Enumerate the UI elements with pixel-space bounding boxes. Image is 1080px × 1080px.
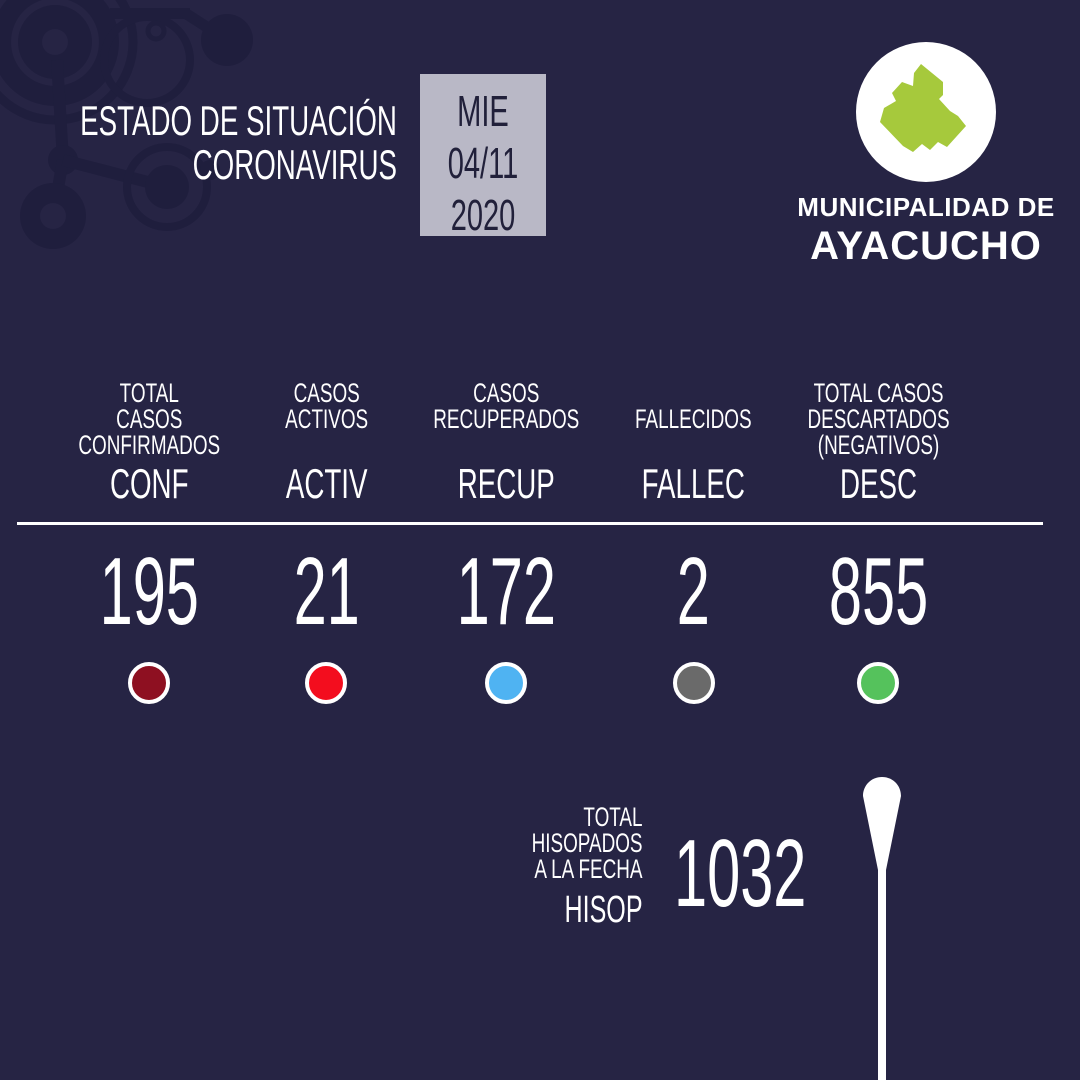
date-box: MIE 04/11 2020 (420, 74, 546, 240)
stat-label: CASOS ACTIVOS (284, 378, 368, 434)
swabs-code: HISOP (564, 889, 643, 931)
stats-row: TOTAL CASOS CONFIRMADOS CONF 195 CASOS A… (48, 380, 980, 710)
stat-col-fallecidos: FALLECIDOS FALLEC 2 (610, 380, 777, 710)
logo-name-line-1: MUNICIPALIDAD DE (797, 192, 1055, 222)
stat-col-confirmados: TOTAL CASOS CONFIRMADOS CONF 195 (48, 380, 251, 710)
stat-value: 2 (677, 538, 711, 645)
divider-line (17, 522, 1043, 525)
stat-col-activos: CASOS ACTIVOS ACTIV 21 (251, 380, 402, 710)
swabs-label-block: TOTAL HISOPADOS A LA FECHA HISOP (532, 802, 643, 931)
stat-code: RECUP (457, 460, 555, 507)
stat-label: TOTAL CASOS DESCARTADOS (NEGATIVOS) (807, 378, 950, 460)
status-dot-fallecidos (672, 662, 715, 704)
date-daymonth: 04/11 (447, 139, 519, 188)
stat-value: 21 (293, 538, 360, 645)
logo-map-icon (856, 42, 996, 182)
date-year: 2020 (450, 191, 516, 240)
status-dot-activos (305, 662, 348, 704)
stat-value: 172 (456, 538, 556, 645)
date-day: MIE (457, 87, 509, 136)
status-dot-descartados (857, 662, 900, 704)
stat-col-recuperados: CASOS RECUPERADOS RECUP 172 (402, 380, 611, 710)
title-line-1: ESTADO DE SITUACIÓN (80, 97, 397, 144)
stat-code: DESC (839, 460, 917, 507)
swabs-value: 1032 (674, 820, 807, 927)
page-title: ESTADO DE SITUACIÓN CORONAVIRUS (0, 99, 397, 187)
title-line-2: CORONAVIRUS (192, 141, 397, 188)
stat-value: 855 (828, 538, 929, 645)
stat-label: TOTAL CASOS CONFIRMADOS (78, 378, 221, 460)
stat-label: FALLECIDOS (635, 404, 752, 434)
stat-code: FALLEC (642, 460, 746, 507)
cotton-swab-icon (863, 777, 901, 1080)
logo-name-line-2: AYACUCHO (810, 224, 1042, 268)
stat-code: CONF (109, 460, 189, 507)
stat-col-descartados: TOTAL CASOS DESCARTADOS (NEGATIVOS) DESC… (777, 380, 980, 710)
status-dot-confirmados (128, 662, 171, 704)
stat-value: 195 (99, 538, 199, 645)
stat-code: ACTIV (285, 460, 367, 507)
molecule-icon (0, 0, 253, 249)
municipality-logo: MUNICIPALIDAD DE AYACUCHO (796, 42, 1056, 269)
status-dot-recuperados (485, 662, 528, 704)
stat-label: CASOS RECUPERADOS (433, 378, 580, 434)
